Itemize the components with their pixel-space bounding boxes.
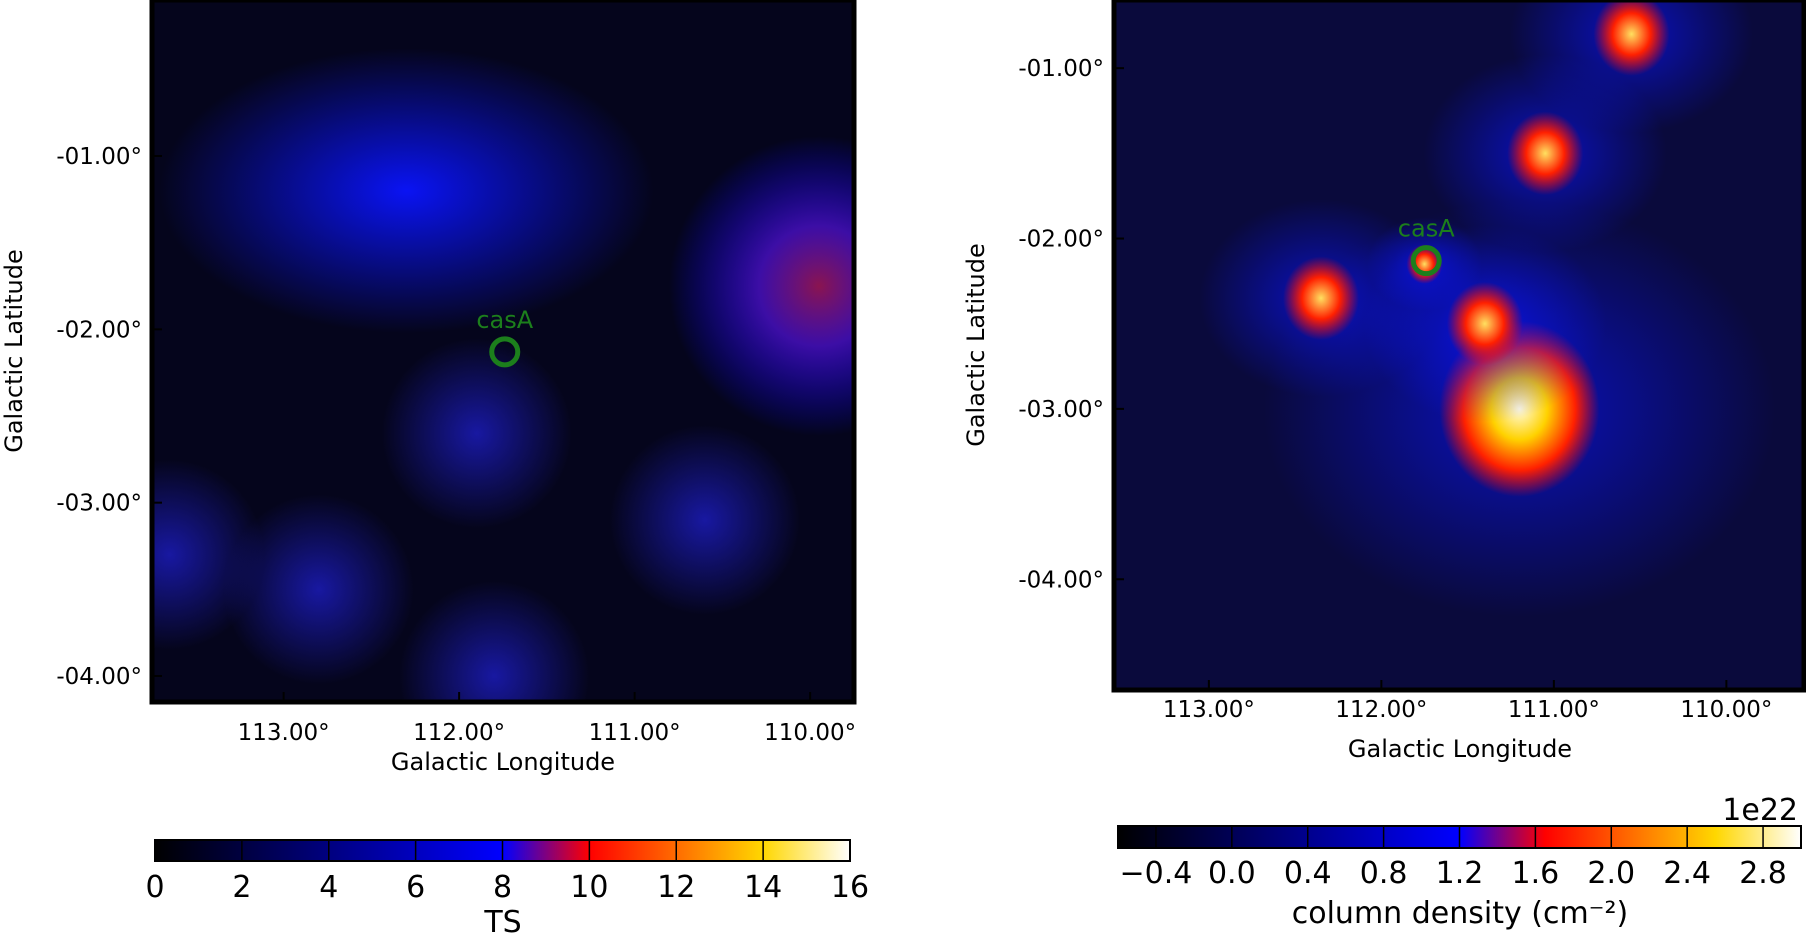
ts-map-frame bbox=[149, 0, 857, 705]
cd-x-tick-label: 112.00° bbox=[1335, 697, 1427, 723]
ts-colorbar-tick-label: 16 bbox=[831, 870, 869, 905]
cd-colorbar-tick-label: 0.0 bbox=[1208, 856, 1256, 891]
ts-colorbar-tick-label: 0 bbox=[145, 870, 164, 905]
ts-map-panel: 113.00° 112.00° 111.00° 110.00° -01.00° -02.0… bbox=[0, 0, 857, 776]
ts-x-tick-label: 113.00° bbox=[238, 720, 330, 746]
cd-colorbar-tick-label: −0.4 bbox=[1120, 856, 1193, 891]
ts-x-axis-title: Galactic Longitude bbox=[391, 748, 615, 776]
column-density-colorbar: −0.4 0.0 0.4 0.8 1.2 1.6 2.0 2.4 2.8 1e22 column… bbox=[1117, 793, 1802, 931]
ts-colorbar-tick-label: 6 bbox=[406, 870, 425, 905]
ts-colorbar-tick-label: 8 bbox=[493, 870, 512, 905]
ts-colorbar-tick-label: 12 bbox=[657, 870, 695, 905]
column-density-panel: 113.00° 112.00° 111.00° 110.00° -01.00° -02.0… bbox=[962, 0, 1806, 763]
ts-x-tick-label: 112.00° bbox=[413, 720, 505, 746]
cd-colorbar-tick-label: 1.2 bbox=[1436, 856, 1484, 891]
cd-y-tick-label: -04.00° bbox=[1018, 567, 1104, 593]
ts-emission-feature bbox=[609, 425, 800, 615]
cd-casA-label: casA bbox=[1398, 215, 1455, 243]
ts-emission-feature bbox=[223, 494, 414, 685]
column-density-frame bbox=[1111, 0, 1806, 693]
cd-x-axis-title: Galactic Longitude bbox=[1348, 735, 1572, 763]
ts-x-tick-label: 111.00° bbox=[589, 720, 681, 746]
ts-x-tick-label: 110.00° bbox=[764, 720, 856, 746]
cd-x-tick-label: 113.00° bbox=[1163, 697, 1255, 723]
ts-colorbar-tick-label: 4 bbox=[319, 870, 338, 905]
cd-colorbar-offset: 1e22 bbox=[1722, 793, 1798, 828]
cd-y-tick-label: -01.00° bbox=[1018, 56, 1104, 82]
cd-x-tick-label: 111.00° bbox=[1508, 697, 1600, 723]
cd-y-tick-label: -03.00° bbox=[1018, 397, 1104, 423]
cd-colorbar-tick-label: 2.8 bbox=[1739, 856, 1787, 891]
ts-colorbar-tick-label: 10 bbox=[570, 870, 608, 905]
ts-emission-feature bbox=[668, 136, 854, 436]
cd-emission-feature bbox=[1593, 0, 1670, 76]
cd-colorbar-tick-label: 2.0 bbox=[1587, 856, 1635, 891]
cd-emission-feature bbox=[1283, 256, 1359, 340]
ts-casA-marker bbox=[489, 336, 521, 368]
cd-y-axis-title: Galactic Latitude bbox=[962, 243, 990, 447]
ts-y-tick-label: -04.00° bbox=[56, 664, 142, 690]
ts-casA-label: casA bbox=[476, 306, 533, 334]
ts-y-tick-label: -02.00° bbox=[56, 317, 142, 343]
ts-y-tick-label: -01.00° bbox=[56, 144, 142, 170]
ts-map-image bbox=[152, 0, 854, 702]
cd-x-tick-label: 110.00° bbox=[1680, 697, 1772, 723]
ts-y-tick-label: -03.00° bbox=[56, 491, 142, 517]
cd-colorbar-label: column density (cm⁻²) bbox=[1292, 896, 1629, 931]
column-density-image bbox=[1114, 0, 1804, 690]
cd-casA-marker bbox=[1410, 245, 1442, 277]
ts-colorbar-tick-label: 14 bbox=[744, 870, 782, 905]
cd-emission-feature bbox=[1507, 111, 1584, 196]
ts-y-axis-title: Galactic Latitude bbox=[0, 249, 28, 453]
ts-colorbar-label: TS bbox=[483, 905, 521, 937]
ts-emission-feature bbox=[159, 48, 654, 334]
cd-colorbar-tick-label: 0.4 bbox=[1284, 856, 1332, 891]
cd-y-tick-label: -02.00° bbox=[1018, 227, 1104, 253]
ts-emission-feature bbox=[399, 581, 590, 702]
cd-colorbar-tick-label: 2.4 bbox=[1663, 856, 1711, 891]
cd-emission-feature bbox=[1446, 281, 1523, 366]
cd-colorbar-tick-label: 1.6 bbox=[1512, 856, 1560, 891]
ts-colorbar-tick-label: 2 bbox=[232, 870, 251, 905]
ts-emission-feature bbox=[381, 338, 572, 529]
ts-colorbar: 0 2 4 6 8 10 12 14 16 TS bbox=[145, 839, 869, 937]
cd-colorbar-tick-label: 0.8 bbox=[1360, 856, 1408, 891]
